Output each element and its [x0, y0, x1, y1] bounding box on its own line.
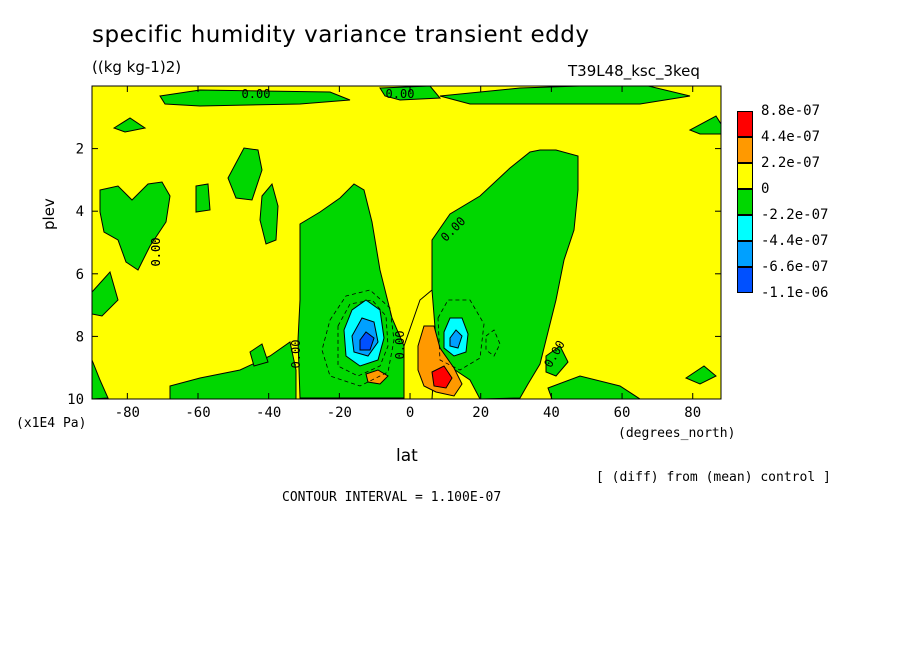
y-tick-label: 4: [76, 204, 84, 220]
x-units-label: (degrees_north): [618, 426, 736, 441]
colorbar-label: -6.6e-07: [761, 259, 829, 275]
colorbar-swatch: [737, 137, 753, 163]
region-neg-south: [169, 341, 297, 399]
contour-label: 0.00: [149, 238, 163, 267]
y-axis-label: plev: [40, 198, 58, 230]
x-tick-label: -40: [256, 405, 281, 421]
diff-note: [ (diff) from (mean) control ]: [596, 470, 831, 485]
colorbar-swatch: [737, 111, 753, 137]
y-units-label: (x1E4 Pa): [16, 416, 87, 431]
region-neg-left: [92, 270, 119, 317]
region-neg-left: [92, 359, 109, 399]
region-neg-left: [99, 181, 171, 271]
colorbar-label: 2.2e-07: [761, 155, 821, 171]
x-tick-label: 60: [614, 405, 631, 421]
colorbar-label: -2.2e-07: [761, 207, 829, 223]
x-tick-label: -60: [185, 405, 210, 421]
region-neg-small: [227, 147, 263, 201]
x-tick-label: 80: [684, 405, 701, 421]
colorbar-swatch: [737, 241, 753, 267]
region-neg-top: [112, 117, 147, 133]
colorbar-label: -1.1e-06: [761, 285, 829, 301]
region-neg-top: [159, 89, 351, 107]
region-neg3-north: [449, 329, 463, 349]
contour-label: 0.00: [386, 87, 415, 101]
region-neg-small: [195, 183, 211, 213]
x-tick-label: 0: [406, 405, 414, 421]
x-tick-label: -20: [327, 405, 352, 421]
region-neg-north: [545, 345, 569, 377]
run-id-label: T39L48_ksc_3keq: [568, 62, 700, 80]
x-tick-label: -80: [115, 405, 140, 421]
x-axis-label: lat: [396, 446, 418, 466]
region-neg-south: [249, 343, 269, 367]
x-tick-label: 20: [472, 405, 489, 421]
region-neg-north: [684, 365, 717, 385]
colorbar-label: 0: [761, 181, 770, 197]
colorbar-swatch: [737, 189, 753, 215]
region-pos2-north: [431, 365, 453, 389]
contour-interval-label: CONTOUR INTERVAL = 1.100E-07: [282, 490, 502, 505]
y-tick-label: 8: [76, 329, 84, 345]
units-label: ((kg kg-1)2): [92, 58, 182, 76]
colorbar-swatch: [737, 267, 753, 293]
contour-label: 0.00: [149, 238, 163, 267]
colorbar: 8.8e-07 4.4e-07 2.2e-07 0 -2.2e-07 -4.4e-07 -6…: [737, 103, 847, 301]
y-tick-label: 2: [76, 142, 84, 158]
contour-label: 0.00: [289, 340, 303, 369]
y-tick-label: 10: [67, 392, 84, 408]
region-neg-small: [259, 182, 279, 245]
colorbar-label: 4.4e-07: [761, 129, 821, 145]
plot-frame: [91, 85, 722, 400]
colorbar-swatch: [737, 215, 753, 241]
colorbar-label: 8.8e-07: [761, 103, 821, 119]
colorbar-swatch: [737, 163, 753, 189]
region-neg-north: [431, 149, 579, 399]
region-neg-top: [688, 115, 721, 135]
contour-label: 0.00: [393, 331, 407, 360]
x-tick-label: 40: [543, 405, 560, 421]
region-neg-top: [439, 86, 691, 105]
colorbar-label: -4.4e-07: [761, 233, 829, 249]
y-tick-label: 6: [76, 267, 84, 283]
region-neg4-south: [359, 331, 375, 351]
contour-label: 0.00: [242, 87, 271, 101]
chart-title: specific humidity variance transient edd…: [92, 22, 590, 48]
